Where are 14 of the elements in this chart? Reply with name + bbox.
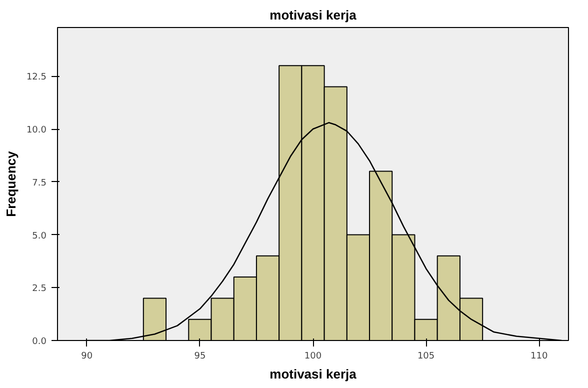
y-axis-title: Frequency: [3, 150, 18, 217]
x-tick-label: 95: [194, 352, 206, 362]
x-tick-label: 100: [304, 352, 322, 362]
y-tick-label: 10.0: [26, 126, 47, 136]
y-tick-label: 7.5: [32, 178, 47, 188]
chart-title: motivasi kerja: [270, 8, 358, 22]
y-tick-label: 12.5: [26, 72, 47, 83]
x-tick-label: 90: [81, 352, 93, 362]
x-axis-title: motivasi kerja: [270, 366, 358, 382]
y-tick-label: 5.0: [32, 231, 47, 242]
y-tick-label: 0.0: [32, 337, 47, 347]
x-tick-label: 110: [530, 352, 548, 362]
y-tick-label: 2.5: [32, 284, 47, 294]
x-tick-label: 105: [417, 352, 435, 362]
